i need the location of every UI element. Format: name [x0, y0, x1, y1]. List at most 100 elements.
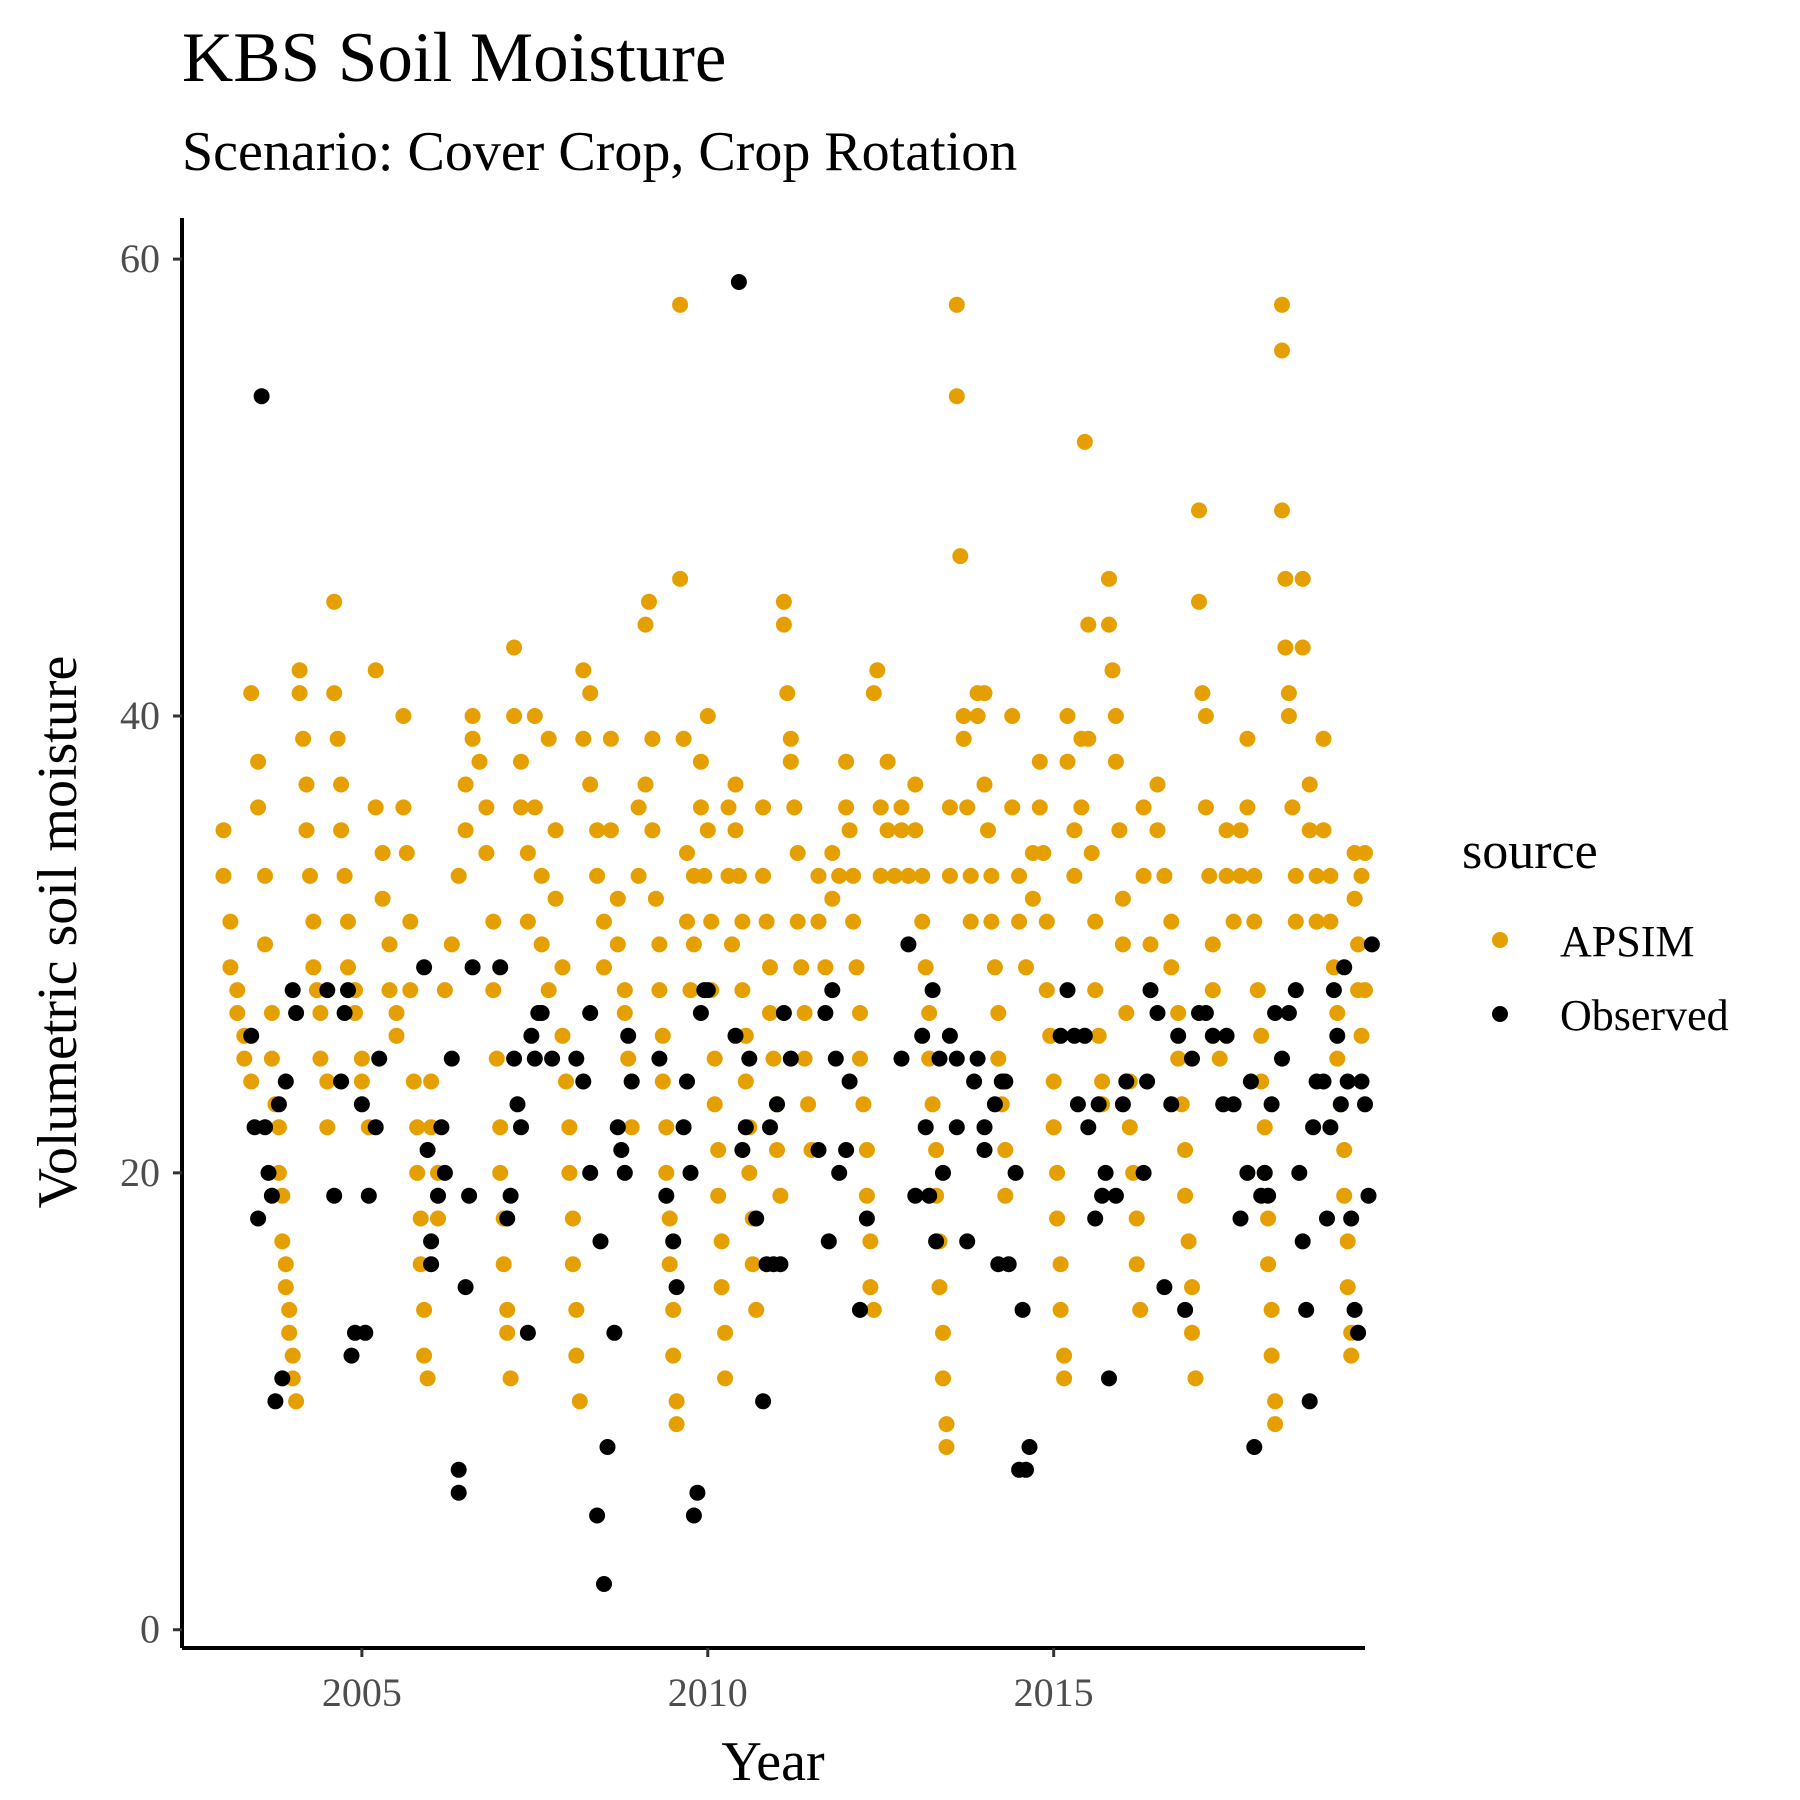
data-point-observed	[1360, 1187, 1377, 1204]
data-point-apsim	[243, 685, 260, 702]
data-point-observed	[1315, 1073, 1332, 1090]
data-point-observed	[288, 1005, 305, 1021]
data-point-apsim	[758, 913, 775, 930]
data-point-apsim	[907, 776, 924, 793]
data-point-observed	[1080, 1119, 1097, 1136]
data-point-observed	[606, 1324, 623, 1341]
data-point-apsim	[672, 570, 689, 587]
data-point-observed	[336, 1005, 353, 1021]
data-point-observed	[464, 959, 481, 976]
data-point-observed	[755, 1393, 772, 1410]
data-point-apsim	[948, 296, 965, 313]
data-point-apsim	[547, 822, 564, 839]
data-point-apsim	[986, 959, 1003, 976]
data-point-apsim	[568, 1347, 585, 1364]
data-point-apsim	[1260, 1210, 1277, 1227]
data-point-apsim	[395, 708, 412, 724]
data-point-observed	[620, 1027, 637, 1044]
data-point-observed	[1184, 1050, 1200, 1067]
data-point-observed	[257, 1119, 273, 1136]
data-point-apsim	[938, 1416, 955, 1433]
data-point-apsim	[651, 936, 668, 953]
data-point-apsim	[789, 913, 806, 930]
data-point-apsim	[724, 936, 740, 953]
data-point-observed	[333, 1073, 350, 1090]
data-point-apsim	[817, 959, 834, 976]
data-point-apsim	[744, 1256, 761, 1273]
data-point-observed	[582, 1164, 599, 1181]
data-point-apsim	[1191, 502, 1207, 519]
data-point-apsim	[302, 867, 318, 884]
data-point-apsim	[1184, 1324, 1200, 1341]
data-point-apsim	[526, 799, 543, 816]
data-point-apsim	[1177, 1142, 1194, 1158]
data-point-observed	[1291, 1164, 1308, 1181]
data-point-apsim	[1232, 867, 1249, 884]
data-point-observed	[1000, 1256, 1017, 1273]
data-point-apsim	[924, 1096, 941, 1113]
data-point-apsim	[1049, 1210, 1066, 1227]
data-point-observed	[928, 1233, 945, 1250]
data-point-observed	[1052, 1027, 1069, 1044]
data-point-observed	[509, 1096, 526, 1113]
x-tick-label: 2005	[322, 1670, 402, 1715]
data-point-apsim	[1260, 1256, 1277, 1273]
data-point-apsim	[1287, 913, 1304, 930]
data-point-observed	[1363, 936, 1380, 953]
data-point-observed	[948, 1050, 965, 1067]
data-point-apsim	[1204, 982, 1221, 999]
data-point-apsim	[367, 662, 384, 679]
data-point-apsim	[513, 753, 529, 770]
data-point-apsim	[464, 730, 481, 747]
data-point-apsim	[1135, 799, 1152, 816]
data-point-apsim	[236, 1050, 253, 1067]
data-point-apsim	[333, 776, 350, 793]
data-point-observed	[1350, 1324, 1367, 1341]
data-point-observed	[270, 1096, 287, 1113]
data-point-apsim	[416, 1347, 433, 1364]
data-point-apsim	[692, 753, 709, 770]
data-point-apsim	[229, 1005, 246, 1021]
data-point-observed	[326, 1187, 343, 1204]
data-point-apsim	[665, 1301, 682, 1318]
data-point-apsim	[1339, 1279, 1356, 1296]
data-point-apsim	[976, 776, 993, 793]
data-point-observed	[596, 1576, 612, 1592]
data-point-apsim	[1163, 959, 1180, 976]
data-point-observed	[1007, 1164, 1024, 1181]
data-point-observed	[450, 1484, 467, 1501]
data-point-apsim	[291, 662, 308, 679]
data-point-apsim	[215, 822, 232, 839]
data-point-apsim	[395, 799, 412, 816]
data-point-apsim	[381, 982, 398, 999]
data-point-apsim	[1087, 913, 1104, 930]
data-point-observed	[1139, 1073, 1156, 1090]
data-point-apsim	[513, 799, 529, 816]
data-point-apsim	[810, 913, 827, 930]
data-point-apsim	[602, 730, 619, 747]
data-point-observed	[419, 1142, 436, 1158]
data-point-observed	[433, 1119, 450, 1136]
data-point-apsim	[862, 1279, 879, 1296]
data-point-apsim	[526, 708, 543, 724]
data-point-apsim	[848, 959, 865, 976]
data-point-apsim	[907, 822, 924, 839]
data-point-apsim	[941, 867, 958, 884]
data-point-apsim	[782, 730, 799, 747]
data-point-apsim	[281, 1301, 298, 1318]
data-point-apsim	[1239, 730, 1256, 747]
data-point-observed	[592, 1233, 609, 1250]
data-point-apsim	[305, 913, 322, 930]
data-point-apsim	[423, 1073, 440, 1090]
data-point-observed	[450, 1461, 467, 1478]
data-point-observed	[457, 1279, 474, 1296]
data-point-apsim	[682, 982, 699, 999]
data-point-observed	[1076, 1027, 1093, 1044]
data-point-observed	[499, 1210, 516, 1227]
data-point-observed	[1069, 1096, 1086, 1113]
data-point-observed	[782, 1050, 799, 1067]
data-point-observed	[371, 1050, 388, 1067]
data-point-apsim	[1045, 1119, 1062, 1136]
data-point-apsim	[727, 776, 744, 793]
data-point-observed	[1232, 1210, 1249, 1227]
